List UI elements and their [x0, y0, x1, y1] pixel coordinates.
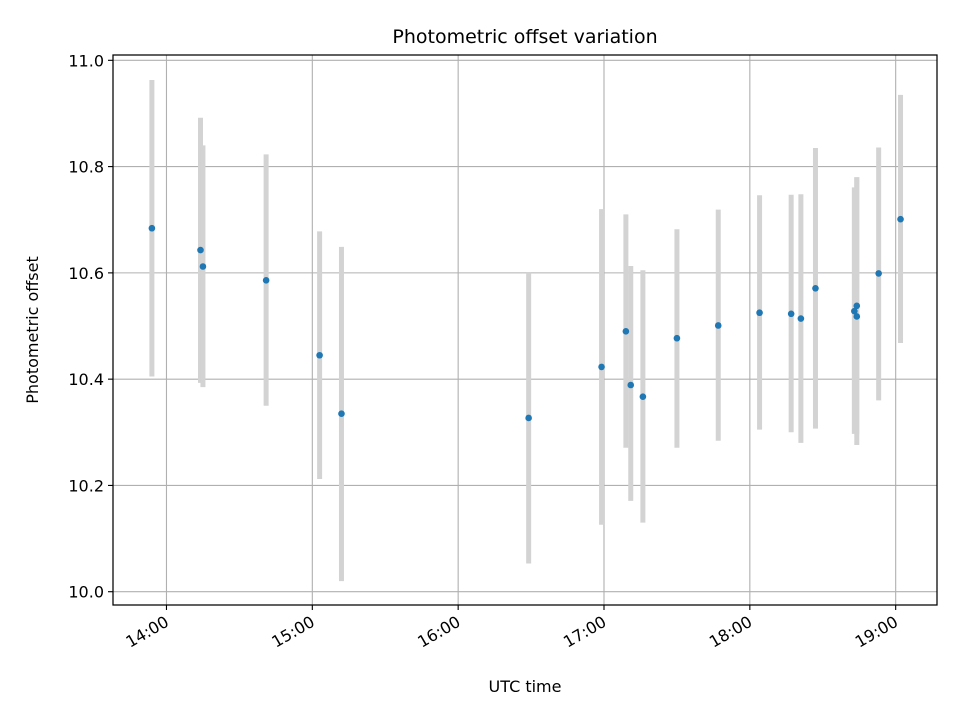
data-point	[598, 363, 605, 371]
data-point	[673, 334, 681, 342]
data-point	[897, 215, 904, 223]
data-points	[148, 215, 904, 422]
data-point	[199, 263, 207, 270]
data-point	[262, 277, 270, 284]
data-point	[148, 224, 156, 232]
y-tick-label: 10.6	[68, 264, 104, 283]
data-point	[875, 270, 882, 277]
data-point	[622, 328, 630, 335]
data-point	[627, 381, 635, 389]
chart-title: Photometric offset variation	[392, 26, 657, 48]
y-axis-title: Photometric offset	[23, 256, 42, 404]
data-point	[338, 410, 345, 417]
y-tick-label: 11.0	[68, 51, 104, 70]
y-tick-label: 10.4	[68, 370, 104, 389]
data-point	[756, 309, 763, 317]
y-axis-ticks: 10.0 10.2 10.4 10.6 10.8 11.0	[68, 51, 113, 602]
data-point	[197, 246, 204, 254]
data-point	[853, 302, 861, 310]
y-tick-label: 10.0	[68, 583, 104, 602]
data-point	[639, 393, 647, 400]
y-tick-label: 10.2	[68, 476, 104, 495]
y-tick-label: 10.8	[68, 158, 104, 177]
data-point	[525, 414, 532, 422]
data-point	[797, 315, 805, 322]
data-point	[787, 310, 795, 318]
x-axis-title: UTC time	[489, 677, 562, 696]
data-point	[316, 351, 323, 359]
data-point	[812, 284, 819, 292]
data-point	[851, 307, 858, 315]
data-point	[714, 322, 722, 329]
data-point	[853, 313, 861, 320]
plot-frame	[112, 54, 938, 606]
